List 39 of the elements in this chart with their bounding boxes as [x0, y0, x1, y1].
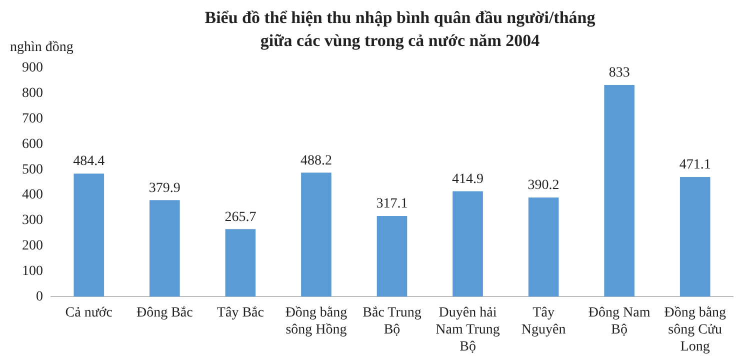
data-label: 488.2 — [300, 153, 332, 168]
y-tick-label: 400 — [22, 188, 43, 203]
x-tick-label: Duyên hải Nam Trung Bộ — [436, 306, 500, 354]
x-tick-label: Tây Bắc — [216, 306, 264, 321]
y-tick-label: 0 — [36, 289, 43, 304]
data-label: 379.9 — [148, 180, 180, 196]
x-tick-label: Bắc Trung Bộ — [362, 306, 422, 338]
y-tick-label: 300 — [22, 213, 43, 228]
bar — [528, 197, 559, 297]
x-tick-label: Cả nước — [65, 306, 113, 321]
bar — [74, 174, 104, 297]
y-tick-label: 900 — [22, 60, 43, 76]
bar — [452, 191, 483, 297]
y-tick-label: 100 — [22, 264, 43, 279]
data-label: 390.2 — [528, 178, 560, 194]
x-tick-label: Đông Nam Bộ — [588, 306, 650, 338]
data-label: 484.4 — [73, 154, 105, 170]
x-tick-label: Đồng bằng sông Cửu Long — [664, 306, 726, 354]
y-tick-label: 700 — [22, 111, 43, 126]
bar — [301, 172, 332, 297]
bar — [150, 200, 180, 297]
y-tick-label: 600 — [22, 136, 43, 152]
bar — [680, 176, 710, 297]
data-label: 265.7 — [224, 210, 256, 225]
bar — [604, 85, 634, 297]
x-tick-label: Tây Nguyên — [521, 306, 566, 338]
y-tick-label: 500 — [22, 162, 43, 178]
y-axis-title: nghìn đồng — [10, 40, 74, 56]
data-label: 471.1 — [679, 158, 711, 173]
data-label: 317.1 — [376, 196, 408, 212]
x-tick-label: Đông Bắc — [136, 306, 193, 321]
y-tick-label: 200 — [22, 238, 43, 254]
chart-title: Biểu đồ thể hiện thu nhập bình quân đầu người/tháng giữa các vùng trong cả nước năm 2004 — [204, 7, 596, 52]
bar — [225, 229, 256, 297]
data-label: 833 — [608, 66, 630, 81]
y-tick-label: 800 — [22, 86, 43, 102]
x-tick-label: Đồng bằng sông Hồng — [285, 306, 348, 338]
bar — [376, 216, 408, 297]
data-label: 414.9 — [452, 172, 484, 187]
